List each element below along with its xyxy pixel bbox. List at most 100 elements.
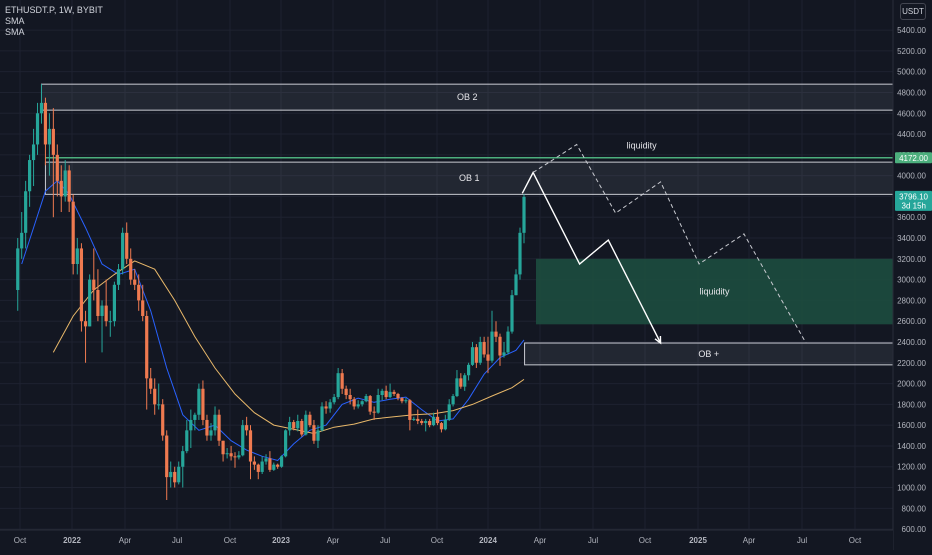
y-tick-label: 3000.00 bbox=[897, 276, 926, 285]
candle bbox=[408, 399, 412, 431]
candle bbox=[100, 300, 104, 353]
candle-body bbox=[470, 347, 475, 365]
currency-button[interactable]: USDT bbox=[900, 3, 926, 20]
candle bbox=[153, 378, 157, 415]
candle bbox=[459, 373, 463, 389]
candle-body bbox=[459, 378, 463, 387]
y-tick-label: 1200.00 bbox=[897, 463, 926, 472]
candle-body bbox=[137, 284, 141, 301]
time-axis-bg bbox=[0, 530, 893, 550]
y-tick-label: 4800.00 bbox=[897, 88, 926, 97]
candle bbox=[181, 445, 185, 488]
candle bbox=[435, 409, 440, 426]
candle bbox=[233, 452, 237, 468]
y-tick-label: 4600.00 bbox=[897, 109, 926, 118]
candle bbox=[368, 394, 372, 415]
chart-legend: ETHUSDT.P, 1W, BYBIT SMA SMA bbox=[5, 5, 103, 38]
candle-body bbox=[24, 191, 28, 233]
candle bbox=[324, 401, 328, 414]
candle-body bbox=[133, 279, 137, 285]
candle-body bbox=[28, 160, 32, 192]
projection-dashed bbox=[532, 143, 807, 344]
candle bbox=[67, 165, 71, 213]
candle bbox=[416, 409, 420, 425]
candle bbox=[279, 455, 284, 468]
candle-body bbox=[412, 418, 416, 420]
y-tick-label: 2200.00 bbox=[897, 359, 926, 368]
candle bbox=[51, 108, 55, 218]
y-tick-label: 5000.00 bbox=[897, 68, 926, 77]
candle-body bbox=[408, 400, 412, 420]
candle-body bbox=[466, 364, 471, 376]
candle bbox=[104, 279, 108, 327]
candle bbox=[392, 389, 396, 397]
candle-body bbox=[424, 420, 428, 424]
candle bbox=[420, 418, 424, 426]
candle bbox=[360, 400, 364, 407]
candle bbox=[300, 418, 304, 437]
candle bbox=[447, 399, 451, 421]
candle bbox=[237, 451, 241, 460]
candle bbox=[443, 414, 447, 431]
candle bbox=[404, 398, 408, 404]
candle bbox=[205, 414, 209, 441]
candle-body bbox=[328, 402, 332, 409]
x-tick-label: Apr bbox=[119, 536, 132, 545]
candle bbox=[502, 341, 506, 358]
candle-body bbox=[225, 453, 229, 455]
candle-body bbox=[324, 406, 328, 409]
candle-body bbox=[514, 274, 518, 296]
candle bbox=[149, 367, 153, 394]
candle-body bbox=[149, 378, 153, 389]
candle-body bbox=[55, 154, 59, 181]
candle bbox=[248, 425, 253, 480]
candle-body bbox=[233, 456, 237, 458]
y-tick-label: 1000.00 bbox=[897, 484, 926, 493]
candle bbox=[79, 243, 84, 332]
candle bbox=[108, 310, 112, 337]
candle bbox=[43, 97, 48, 166]
candle bbox=[486, 336, 490, 374]
candle bbox=[494, 321, 498, 342]
candle bbox=[24, 180, 28, 249]
zone-label: OB 2 bbox=[457, 92, 478, 102]
candle bbox=[308, 411, 312, 428]
candle bbox=[121, 227, 125, 275]
candle-body bbox=[288, 422, 292, 431]
candle-body bbox=[237, 455, 241, 458]
y-tick-label: 5400.00 bbox=[897, 26, 926, 35]
candle bbox=[506, 326, 510, 355]
candle bbox=[145, 310, 149, 410]
candle-body bbox=[145, 315, 149, 379]
candle bbox=[463, 373, 467, 391]
candle-body bbox=[193, 414, 197, 420]
indicator-sma-1: SMA bbox=[5, 16, 25, 26]
candle-body bbox=[16, 248, 20, 290]
candle bbox=[316, 425, 320, 449]
x-tick-label: Oct bbox=[431, 536, 444, 545]
candle bbox=[55, 144, 59, 197]
candle bbox=[304, 410, 308, 436]
candle bbox=[478, 336, 482, 365]
candle bbox=[384, 385, 388, 400]
candle-body bbox=[153, 388, 157, 405]
candle bbox=[510, 290, 514, 334]
candle bbox=[189, 409, 193, 449]
y-tick-label: 1800.00 bbox=[897, 400, 926, 409]
candle-body bbox=[248, 430, 253, 462]
candle bbox=[514, 269, 518, 296]
candle-body bbox=[252, 461, 256, 465]
candle bbox=[328, 399, 332, 413]
candle-body bbox=[510, 295, 514, 332]
candle-body bbox=[416, 418, 420, 421]
candles bbox=[16, 84, 526, 500]
candle-body bbox=[96, 290, 100, 316]
candle bbox=[296, 414, 300, 432]
candle bbox=[157, 383, 161, 410]
candle-body bbox=[169, 471, 173, 478]
candle-body bbox=[439, 423, 444, 430]
candle-body bbox=[522, 196, 526, 233]
candle-body bbox=[108, 321, 112, 323]
